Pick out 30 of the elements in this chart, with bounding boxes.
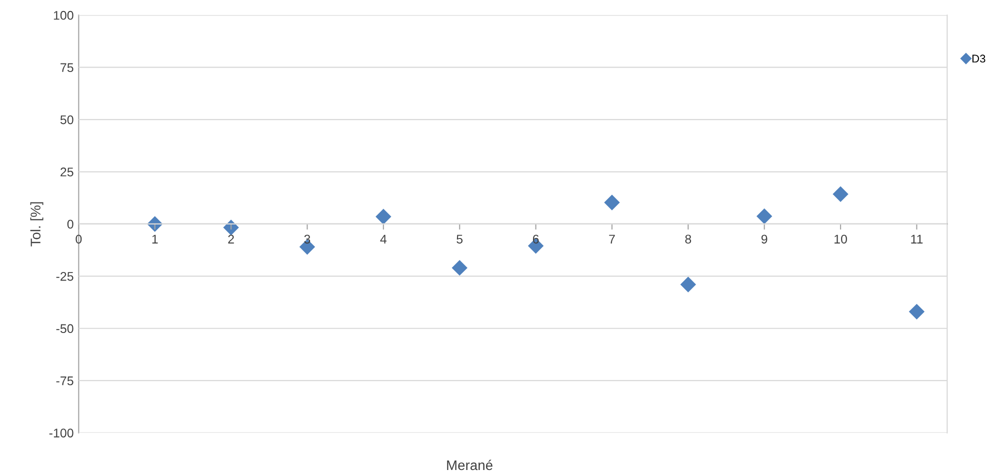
x-tick-label: 9 [761,234,768,244]
legend-label: D3 [972,54,986,63]
x-tick-label: 5 [456,234,463,244]
x-tick-label: 1 [152,234,158,244]
y-tick-label: -100 [49,428,74,438]
point [909,304,924,320]
x-tick-label: 8 [685,234,692,244]
y-tick-label: -25 [56,272,74,281]
y-tick-label: 50 [60,115,74,124]
x-tick-label: 10 [834,234,847,244]
x-tick-label: 11 [911,234,923,244]
point [680,276,696,292]
point [452,260,468,276]
point [756,208,772,224]
y-tick-label: 0 [67,220,74,229]
x-tick-label: 7 [609,234,615,244]
x-axis-title: Merané [447,460,492,470]
point [604,194,620,210]
y-axis-title: Tol. [%] [30,202,44,246]
point [832,186,848,202]
y-tick-label: -50 [56,324,74,334]
y-tick-label: 25 [60,168,74,176]
y-tick-label: -75 [56,376,74,386]
x-tick-label: 4 [380,234,387,244]
point [376,209,391,224]
x-tick-label: 0 [76,234,82,244]
y-tick-label: 75 [60,63,74,72]
y-tick-label: 100 [54,10,74,20]
x-tick-label: 2 [228,234,234,244]
point [223,220,239,236]
